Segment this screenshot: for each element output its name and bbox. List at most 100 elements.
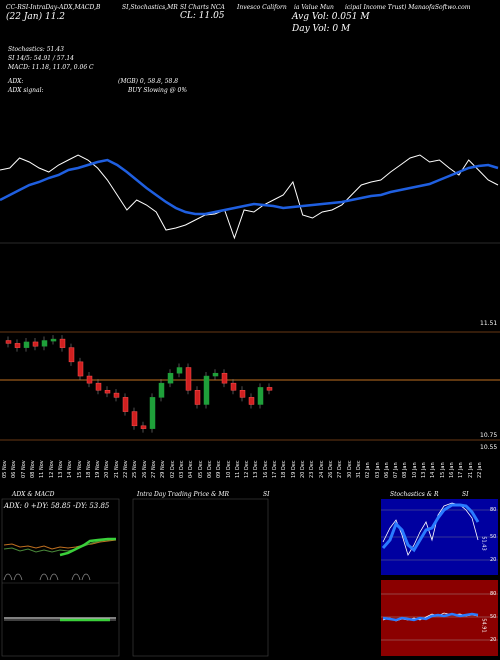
date-tick: 21 Nov [113, 460, 120, 478]
header-line1-mid4: ia Value Mun [294, 4, 334, 11]
candle [131, 411, 138, 427]
date-tick: 16 Dec [262, 460, 269, 478]
candle [68, 347, 75, 363]
candle [86, 375, 93, 384]
candle [23, 341, 30, 348]
date-tick: 30 Dec [346, 460, 353, 478]
date-tick: 29 Nov [160, 460, 167, 478]
date-tick: 12 Nov [48, 460, 55, 478]
date-tick: 09 Dec [216, 460, 223, 478]
candle [194, 390, 201, 405]
date-tick: 21 Jan [467, 462, 474, 478]
date-tick: 13 Nov [57, 460, 64, 478]
date-tick: 10 Jan [411, 462, 418, 478]
candle [113, 392, 120, 398]
date-tick: 02 Jan [365, 462, 372, 478]
date-tick: 13 Jan [421, 462, 428, 478]
candle [77, 361, 84, 377]
adx-line-label: ADX: 0 +DY: 58.85 -DY: 53.85 [4, 502, 110, 510]
date-tick: 08 Nov [29, 460, 36, 478]
candle [176, 367, 183, 374]
date-tick: 07 Nov [20, 460, 27, 478]
date-tick: 19 Nov [95, 460, 102, 478]
date-tick: 22 Nov [123, 460, 130, 478]
macd-value: MACD: 11.18, 11.07, 0.06 C [8, 64, 94, 71]
adx-plus-line [3, 538, 117, 553]
intraday-title2: SI [263, 491, 270, 498]
date-tick: 13 Dec [253, 460, 260, 478]
date-tick: 06 Dec [206, 460, 213, 478]
candle [59, 338, 66, 348]
candle [230, 382, 237, 391]
candle [149, 397, 156, 429]
date-tick: 27 Dec [337, 460, 344, 478]
date-tick: 23 Dec [309, 460, 316, 478]
candles [5, 335, 273, 433]
date-tick: 20 Nov [104, 460, 111, 478]
date-tick: 06 Jan [383, 462, 390, 478]
header-line1-mid3: Invesco Californ [237, 4, 287, 11]
date-tick: 15 Nov [76, 460, 83, 478]
candle [212, 372, 219, 377]
date-tick: 15 Jan [439, 462, 446, 478]
date-tick: 03 Jan [374, 462, 381, 478]
stoch-tick20: 20 [490, 557, 497, 563]
candle [257, 387, 264, 405]
candle [248, 397, 255, 405]
date-tick: 22 Jan [477, 462, 483, 478]
candle [104, 390, 111, 394]
candle [221, 372, 228, 384]
close-label: CL: 11.05 [180, 11, 225, 21]
stoch-value: Stochastics: 51.43 [8, 46, 64, 53]
rsi-tick80: 80 [490, 591, 497, 597]
rsi-side-value: 54.91 [480, 618, 487, 633]
candle [185, 367, 192, 391]
date-tick: 18 Nov [85, 460, 92, 478]
date-tick: 06 Nov [11, 460, 18, 478]
day-vol: Day Vol: 0 M [292, 24, 351, 34]
date-tick: 24 Dec [318, 460, 325, 478]
candle [167, 372, 174, 384]
adx-macd-panel [1, 498, 120, 657]
candle [122, 397, 129, 412]
indicator-line-white [0, 154, 499, 240]
date-tick: 20 Dec [300, 460, 307, 478]
date-tick: 26 Nov [141, 460, 148, 478]
stoch-tick50: 50 [490, 534, 497, 540]
adx-strong-line [59, 537, 116, 557]
date-label: (22 Jan) 11.2 [6, 12, 66, 22]
date-tick: 31 Dec [355, 460, 362, 478]
candle [140, 425, 147, 429]
date-tick: 27 Nov [151, 460, 158, 478]
indicator-line-blue [0, 158, 499, 216]
avg-vol: Avg Vol: 0.051 M [292, 12, 370, 22]
adx-signal-label: ADX signal: [8, 87, 44, 94]
stoch-side-value: 51.43 [480, 536, 487, 551]
date-tick: 03 Dec [178, 460, 185, 478]
date-tick: 10 Dec [225, 460, 232, 478]
candle [95, 382, 102, 391]
candle [5, 340, 12, 344]
candle [158, 382, 165, 398]
date-tick: 18 Dec [281, 460, 288, 478]
adx-minus-line [3, 539, 117, 550]
stoch-d-line [381, 503, 480, 553]
date-tick: 14 Nov [67, 460, 74, 478]
date-tick: 04 Dec [188, 460, 195, 478]
price-tick-bottom1: 10.75 [480, 432, 498, 439]
candle [203, 375, 210, 405]
date-tick: 07 Jan [393, 462, 400, 478]
candle [50, 338, 57, 342]
header-line1-mid2: SI Charts NCA [180, 4, 225, 11]
date-tick: 25 Nov [132, 460, 139, 478]
adx-signal-value: BUY Slowing @ 0% [128, 87, 188, 94]
rsi-tick50: 50 [490, 614, 497, 620]
price-tick-top: 11.51 [480, 320, 498, 327]
adx-values: (MGB) 0, 58.8, 58.8 [118, 78, 179, 85]
date-tick: 05 Nov [2, 460, 8, 478]
candle [32, 341, 39, 347]
header-line1-left: CC-RSI-IntraDay-ADX,MACD,B [6, 4, 101, 11]
date-tick: 26 Dec [327, 460, 334, 478]
candle [14, 343, 21, 348]
